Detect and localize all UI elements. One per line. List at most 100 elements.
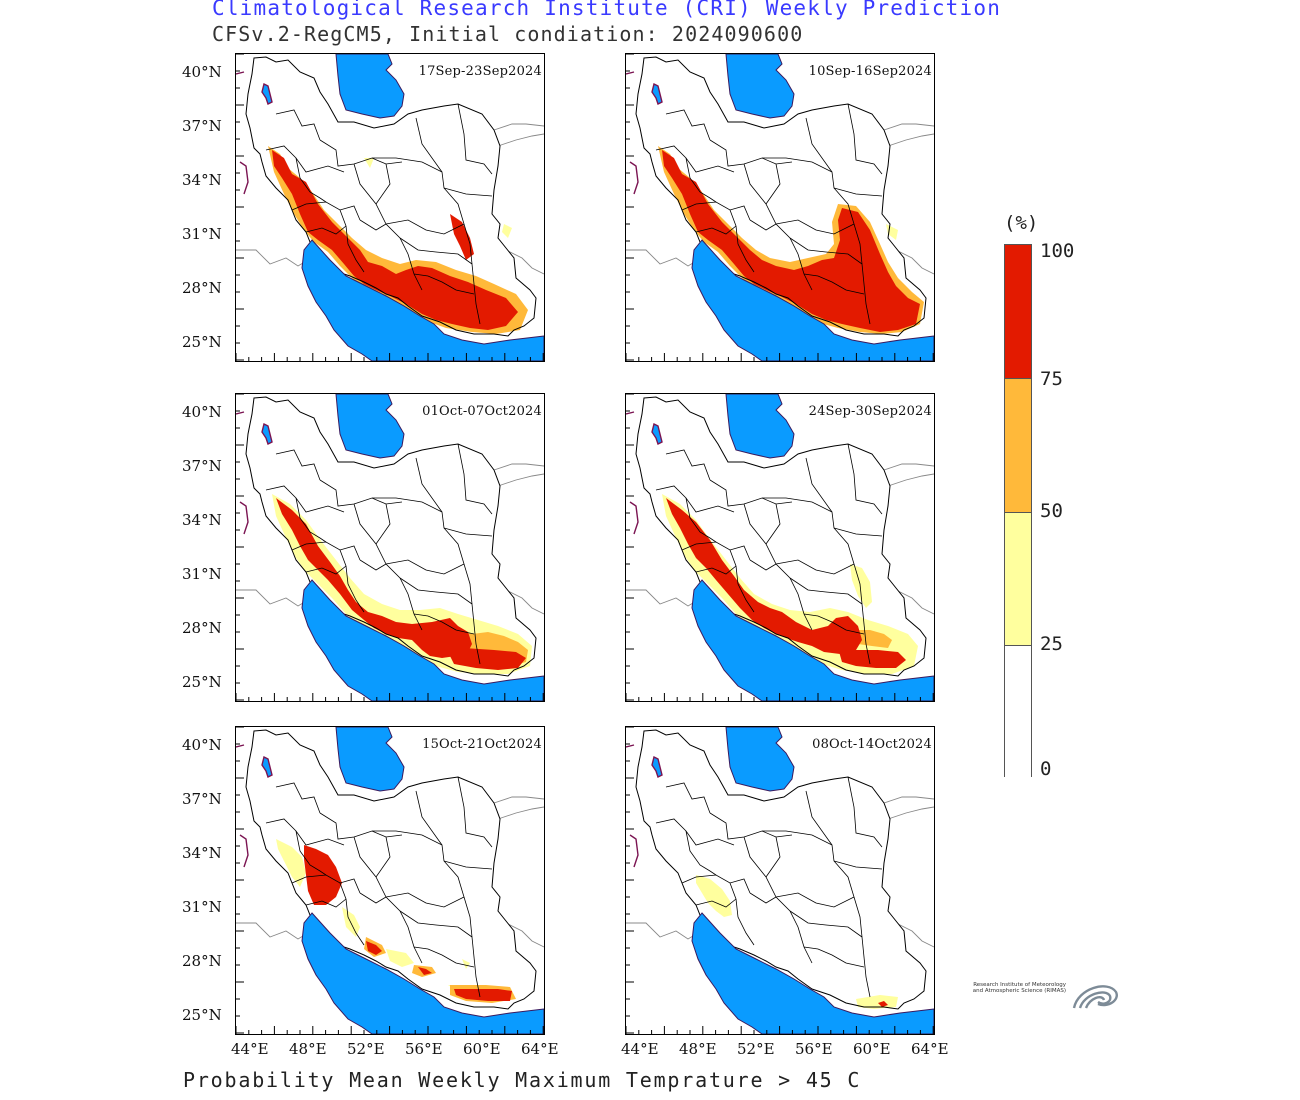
province-border	[413, 946, 475, 968]
country-border	[245, 396, 537, 677]
province-border	[665, 109, 711, 141]
province-border	[655, 818, 735, 846]
province-border	[372, 830, 481, 998]
latitude-label: 28°N	[182, 619, 222, 637]
province-border	[681, 201, 751, 221]
neighbor-border	[883, 463, 934, 471]
latitude-label: 25°N	[182, 1006, 222, 1024]
logo-swirl-icon	[1072, 985, 1118, 1009]
persian-gulf	[691, 579, 934, 701]
province-border	[265, 485, 345, 513]
map-panel-6: 08Oct-14Oct2024	[625, 726, 935, 1035]
province-border	[765, 163, 781, 205]
lake-urmia	[651, 422, 663, 445]
prob-75-100-area	[276, 498, 472, 658]
coast-mark	[626, 71, 639, 195]
province-border	[789, 237, 863, 265]
neighbor-border	[883, 796, 934, 804]
caspian-sea	[335, 727, 405, 792]
prob-75-100-area	[454, 989, 512, 1001]
prob-75-100-area	[838, 648, 906, 668]
province-border	[457, 443, 493, 515]
neighbor-border	[497, 806, 544, 820]
panel-date-label: 17Sep-23Sep2024	[418, 64, 542, 79]
province-border	[803, 946, 865, 968]
colorbar-bin-25-50	[1005, 512, 1031, 645]
province-border	[295, 157, 327, 203]
caspian-sea	[335, 54, 405, 119]
province-border	[305, 565, 347, 575]
institute-logo: Research Institute of Meteorology and At…	[966, 978, 1122, 1018]
province-border	[353, 836, 423, 964]
iran-land	[246, 57, 536, 336]
province-border	[762, 157, 871, 325]
province-border	[353, 163, 423, 291]
colorbar-tick-100: 100	[1040, 240, 1075, 262]
coast-mark	[626, 411, 639, 535]
country-border	[635, 729, 927, 1010]
country-border	[635, 56, 927, 337]
latitude-label: 31°N	[182, 565, 222, 583]
longitude-label: 44°E	[231, 1040, 269, 1058]
neighbor-border	[626, 922, 699, 940]
neighbor-border	[493, 463, 544, 471]
neighbor-border	[895, 249, 934, 275]
colorbar-bin-0-25	[1005, 645, 1031, 777]
panel-date-label: 01Oct-07Oct2024	[422, 404, 542, 419]
latitude-label: 40°N	[182, 403, 222, 421]
prob-25-50-area	[856, 995, 898, 1009]
province-border	[749, 219, 777, 231]
longitude-label: 52°E	[737, 1040, 775, 1058]
province-border	[749, 892, 777, 904]
province-border	[359, 219, 387, 231]
neighbor-border	[883, 123, 934, 131]
panel-date-label: 10Sep-16Sep2024	[808, 64, 932, 79]
longitude-label: 56°E	[795, 1040, 833, 1058]
province-border	[729, 549, 755, 613]
prob-75-100-area	[366, 941, 382, 955]
neighbor-border	[887, 133, 934, 147]
province-border	[275, 782, 321, 814]
province-border	[847, 103, 883, 175]
longitude-label: 64°E	[911, 1040, 949, 1058]
panel-date-label: 15Oct-21Oct2024	[422, 737, 542, 752]
province-border	[743, 836, 813, 964]
province-border	[339, 882, 365, 946]
colorbar-tick-50: 50	[1040, 500, 1063, 522]
prob-25-50-area	[462, 959, 470, 969]
province-border	[265, 818, 345, 846]
province-border	[443, 527, 493, 537]
province-border	[695, 565, 737, 575]
prob-25-50-area	[696, 875, 732, 917]
iran-land	[636, 397, 926, 676]
province-border	[275, 449, 321, 481]
neighbor-border	[493, 123, 544, 131]
neighbor-border	[895, 589, 934, 615]
longitude-label: 48°E	[679, 1040, 717, 1058]
province-border	[375, 836, 391, 878]
latitude-label: 31°N	[182, 225, 222, 243]
neighbor-border	[236, 249, 309, 267]
coast-mark	[236, 744, 249, 868]
province-border	[305, 898, 347, 908]
map-panel-4: 24Sep-30Sep2024	[625, 393, 935, 702]
latitude-label: 34°N	[182, 511, 222, 529]
province-border	[375, 163, 391, 205]
province-border	[805, 457, 833, 513]
panel-date-label: 24Sep-30Sep2024	[808, 404, 932, 419]
neighbor-border	[497, 133, 544, 147]
lake-urmia	[261, 82, 273, 105]
province-border	[762, 497, 871, 665]
map-panel-1: 17Sep-23Sep2024	[235, 53, 545, 362]
latitude-label: 34°N	[182, 171, 222, 189]
province-border	[729, 882, 755, 946]
colorbar-tick-25: 25	[1040, 633, 1063, 655]
longitude-label: 60°E	[463, 1040, 501, 1058]
latitude-label: 34°N	[182, 844, 222, 862]
prob-25-50-area	[502, 224, 512, 238]
prob-75-100-area	[450, 214, 474, 260]
province-border	[803, 613, 865, 635]
province-border	[685, 497, 717, 543]
province-border	[685, 157, 717, 203]
lake-urmia	[651, 82, 663, 105]
